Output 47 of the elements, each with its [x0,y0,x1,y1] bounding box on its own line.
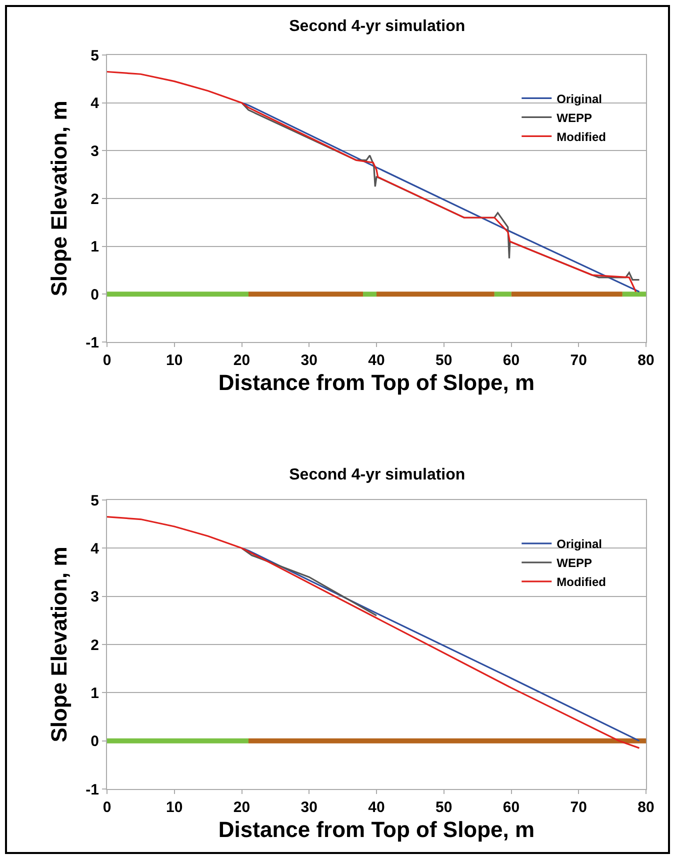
legend-label: Modified [556,575,606,590]
x-tick-label: 40 [368,799,385,816]
y-axis-title: Slope Elevation, m [46,100,72,296]
y-tick-label: 4 [90,95,100,112]
legend-label: Original [556,92,602,106]
y-tick-label: -1 [86,781,99,798]
y-tick-label: 5 [90,492,99,510]
legend-label: Original [556,537,602,552]
line-series [107,70,637,293]
x-tick-label: 70 [570,352,587,369]
y-tick-label: 4 [90,540,100,558]
x-tick-label: 50 [436,352,452,369]
legend-label: WEPP [556,556,592,570]
x-tick-label: 80 [638,799,654,816]
y-tick-label: 2 [90,636,99,654]
x-tick-label: 0 [102,352,112,369]
x-tick-label: 20 [233,799,250,816]
x-tick-label: 40 [368,352,385,369]
y-tick-label: 5 [90,47,99,64]
legend-label: Modified [556,130,606,144]
y-tick-label: 2 [90,190,99,208]
x-tick-label: 0 [102,799,112,816]
x-tick-label: 30 [300,352,318,369]
y-tick-label: 1 [90,684,99,702]
x-tick-label: 10 [166,352,183,369]
y-tick-label: 1 [90,238,99,256]
x-tick-label: 70 [570,799,587,816]
line-series [240,547,378,616]
x-tick-label: 80 [638,352,654,369]
chart-title: Second 4-yr simulation [289,18,466,36]
x-tick-label: 30 [300,799,318,816]
x-axis-title: Distance from Top of Slope, m [218,816,535,842]
legend-label: WEPP [556,110,592,125]
x-tick-label: 60 [502,352,520,369]
x-tick-label: 10 [166,799,183,816]
y-tick-label: 3 [90,142,99,160]
chart-title: Second 4-yr simulation [289,466,466,484]
x-axis-title: Distance from Top of Slope, m [218,370,535,395]
y-tick-label: 3 [90,588,99,606]
y-tick-label: 0 [90,733,99,750]
x-tick-label: 60 [502,799,520,816]
y-axis-title: Slope Elevation, m [46,546,72,742]
x-tick-label: 50 [436,799,452,816]
x-tick-label: 20 [233,352,250,369]
line-series [107,516,640,749]
y-tick-label: -1 [86,334,99,352]
y-tick-label: 0 [90,286,99,304]
